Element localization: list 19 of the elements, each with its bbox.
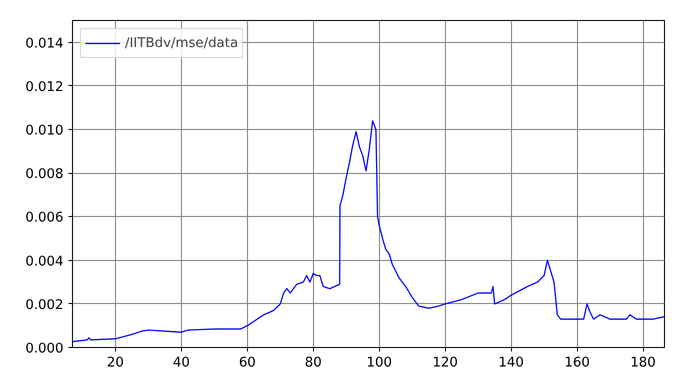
x-tick-label: 20: [106, 356, 124, 370]
x-tick-label: 140: [498, 356, 524, 370]
x-tick-label: 180: [630, 356, 656, 370]
y-tick-label: 0.008: [25, 167, 64, 182]
y-tick-label: 0.006: [25, 210, 64, 226]
line-series: [72, 120, 664, 342]
x-tick-label: 160: [564, 356, 590, 370]
legend-label: /IITBdv/mse/data: [125, 36, 238, 50]
x-tick-label: 120: [432, 356, 458, 370]
y-tick-label: 0.014: [25, 36, 64, 52]
y-tick-label: 0.002: [25, 298, 64, 313]
y-tick-label: 0.004: [25, 254, 64, 270]
x-tick-label: 100: [366, 356, 392, 370]
y-tick-label: 0.000: [25, 342, 64, 356]
x-tick-label: 40: [172, 356, 190, 370]
x-tick-label: 80: [304, 356, 322, 370]
y-tick-label: 0.010: [25, 124, 64, 138]
x-tick-label: 60: [238, 356, 256, 370]
y-tick-label: 0.012: [25, 80, 64, 95]
